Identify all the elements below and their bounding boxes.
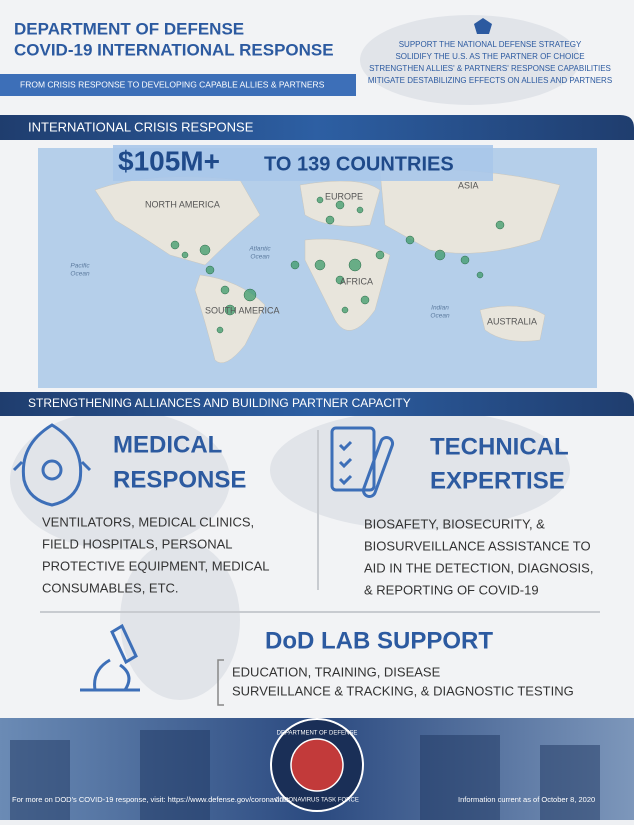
seal-text: CORONAVIRUS TASK FORCE [275,798,359,804]
subtitle-bar [0,74,356,96]
body-text: BIOSAFETY, BIOSECURITY, & [364,516,545,531]
body-text: BIOSURVEILLANCE ASSISTANCE TO [364,538,591,553]
section-band [0,392,634,416]
body-text: AID IN THE DETECTION, DIAGNOSIS, [364,560,593,575]
countries: TO 139 COUNTRIES [264,153,454,175]
ocean-label: Ocean [70,271,90,278]
footer-date: Information current as of October 8, 202… [458,795,595,804]
map-label: NORTH AMERICA [145,199,220,209]
section-title: RESPONSE [113,466,246,493]
title-line: COVID-19 INTERNATIONAL RESPONSE [14,40,334,59]
pentagon-icon [474,18,492,34]
amount: $105M+ [118,145,220,176]
body-text: FIELD HOSPITALS, PERSONAL [42,536,232,551]
photo-shapes [10,730,600,820]
checklist-icon [330,426,395,498]
section-title: TECHNICAL [430,433,569,460]
seal-center [290,738,344,792]
goal: STRENGTHEN ALLIES' & PARTNERS' RESPONSE … [369,64,611,73]
section-band [0,115,634,140]
country-dots [170,196,505,334]
section-title: MEDICAL [113,431,222,458]
ocean-label: Ocean [250,254,270,261]
title-line: DEPARTMENT OF DEFENSE [14,19,244,38]
subtitle: FROM CRISIS RESPONSE TO DEVELOPING CAPAB… [20,79,325,89]
body-text: VENTILATORS, MEDICAL CLINICS, [42,514,254,529]
seal-text: DEPARTMENT OF DEFENSE [277,731,358,737]
section-heading: STRENGTHENING ALLIANCES AND BUILDING PAR… [28,396,411,410]
ocean-label: Pacific [70,263,90,270]
goal: MITIGATE DESTABILIZING EFFECTS ON ALLIES… [368,76,612,85]
section-title: DoD LAB SUPPORT [265,627,493,654]
mask-icon [12,423,92,507]
map-label: SOUTH AMERICA [205,305,280,315]
microscope-icon [80,623,140,692]
body-text: EDUCATION, TRAINING, DISEASE [232,664,441,679]
ocean-label: Indian [431,305,449,312]
amount-box [113,145,493,181]
map-label: AFRICA [340,276,373,286]
ocean-label: Atlantic [248,246,271,253]
body-text: CONSUMABLES, ETC. [42,580,179,595]
map-label: AUSTRALIA [487,316,537,326]
map-label: ASIA [458,180,479,190]
body-text: SURVEILLANCE & TRACKING, & DIAGNOSTIC TE… [232,683,574,698]
ocean-label: Ocean [430,313,450,320]
section-heading: INTERNATIONAL CRISIS RESPONSE [28,119,254,134]
goal: SOLIDIFY THE U.S. AS THE PARTNER OF CHOI… [395,52,584,61]
goal: SUPPORT THE NATIONAL DEFENSE STRATEGY [399,40,582,49]
footer-link[interactable]: For more on DOD's COVID-19 response, vis… [12,795,290,804]
body-text: PROTECTIVE EQUIPMENT, MEDICAL [42,558,270,573]
map-label: EUROPE [325,191,363,201]
section-title: EXPERTISE [430,467,565,494]
continents [94,168,561,364]
background-map [10,15,580,700]
bracket [217,659,224,706]
body-text: & REPORTING OF COVID-19 [364,582,539,597]
